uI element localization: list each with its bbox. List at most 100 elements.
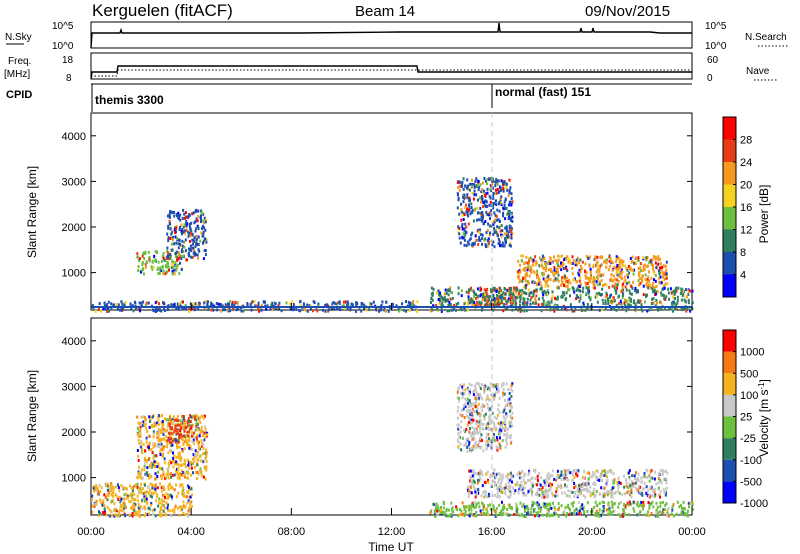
power-cell [475, 177, 478, 181]
power-cell [445, 291, 448, 295]
velocity-cell [144, 497, 147, 501]
velocity-cell [535, 511, 538, 515]
power-cell [525, 309, 528, 313]
velocity-cell [508, 434, 511, 438]
velocity-cell [496, 413, 499, 417]
velocity-cell [174, 504, 177, 508]
power-cell [171, 272, 174, 276]
velocity-cell [611, 506, 614, 509]
velocity-cell [476, 472, 479, 476]
velocity-cell [179, 430, 182, 434]
velocity-cell [659, 490, 662, 494]
power-cell [507, 290, 510, 294]
velocity-cell [596, 476, 599, 480]
velocity-cell [473, 472, 476, 476]
velocity-cell [650, 512, 653, 515]
power-cell [469, 300, 472, 304]
velocity-ytick-label: 3000 [62, 381, 86, 393]
velocity-cell [460, 425, 463, 429]
power-cell [532, 294, 535, 298]
velocity-cell [616, 489, 619, 493]
velocity-cell [611, 479, 614, 483]
power-cell [150, 265, 153, 269]
velocity-cell [94, 488, 97, 492]
power-cell [177, 246, 180, 250]
power-cell [548, 302, 551, 306]
velocity-cell [530, 486, 533, 490]
power-cell [616, 286, 619, 290]
power-cell [508, 226, 511, 230]
power-cell [461, 182, 463, 186]
velocity-cell [589, 485, 592, 489]
velocity-cell [510, 421, 513, 425]
velocity-cell [465, 410, 468, 413]
power-cell [299, 304, 302, 308]
velocity-colorbar-label-main: Velocity [m s [757, 390, 771, 457]
power-cell [520, 254, 523, 258]
velocity-cell [167, 487, 170, 491]
power-cell [682, 289, 685, 293]
power-cell [147, 301, 150, 305]
power-cell [685, 309, 688, 313]
velocity-cell [445, 508, 448, 512]
velocity-cell [143, 483, 146, 487]
velocity-cell [495, 472, 498, 476]
power-cell [660, 281, 663, 285]
velocity-cell [171, 417, 174, 421]
power-cell [107, 300, 110, 304]
velocity-cell [486, 440, 489, 443]
power-colorbar-swatch [723, 274, 736, 297]
velocity-cell [139, 432, 142, 436]
velocity-cell [110, 483, 113, 487]
power-cell [167, 257, 170, 261]
power-cell [192, 242, 194, 246]
velocity-cell [627, 503, 630, 507]
power-cell [473, 242, 476, 246]
power-cell [184, 211, 187, 215]
power-cell [495, 214, 498, 218]
velocity-cell [522, 478, 525, 482]
velocity-cell [480, 433, 483, 437]
power-cell [437, 298, 440, 301]
power-cell [502, 291, 505, 295]
velocity-cell [482, 503, 485, 507]
power-cell [560, 295, 563, 299]
velocity-cell [662, 470, 665, 474]
power-cell [153, 309, 156, 313]
velocity-cell [188, 495, 191, 499]
power-cell [537, 274, 539, 278]
velocity-cell [152, 484, 155, 488]
velocity-cell [480, 422, 483, 426]
velocity-cell [168, 419, 171, 423]
velocity-cell [617, 477, 620, 481]
velocity-cell [479, 395, 482, 399]
power-cell [500, 179, 503, 183]
power-cell [503, 232, 506, 236]
power-cell [675, 303, 678, 307]
power-cell [557, 279, 560, 283]
velocity-cell [103, 493, 106, 497]
power-cell [490, 290, 493, 294]
power-cell [572, 278, 575, 282]
power-cell [610, 307, 613, 311]
velocity-ytick-label: 2000 [62, 427, 86, 439]
power-cell [491, 177, 494, 181]
power-cell [185, 258, 188, 262]
power-cell [458, 212, 461, 216]
velocity-cell [581, 488, 583, 492]
power-cell [110, 302, 113, 306]
power-cell [504, 241, 507, 245]
velocity-cell [164, 512, 167, 516]
power-cell [555, 270, 557, 274]
power-cell [537, 303, 540, 307]
velocity-cell [192, 442, 195, 446]
velocity-cell [172, 456, 175, 460]
power-cell [476, 287, 479, 291]
velocity-cell [475, 445, 478, 449]
velocity-cell [656, 512, 659, 516]
power-cell [483, 297, 486, 301]
power-cell [325, 303, 328, 307]
velocity-cell [133, 505, 136, 509]
power-cell [500, 298, 503, 302]
power-cell [584, 281, 587, 285]
